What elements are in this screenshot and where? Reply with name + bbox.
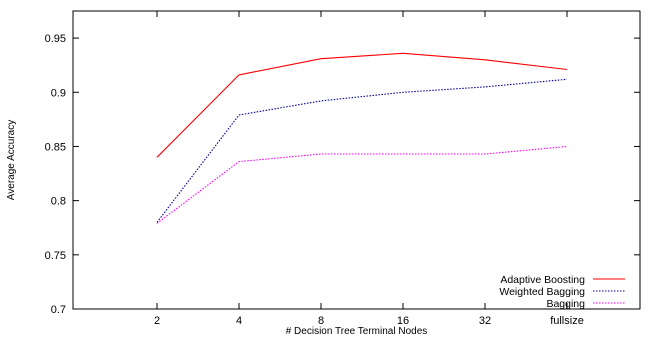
legend-label: Adaptive Boosting: [500, 274, 585, 286]
legend-label: Weighted Bagging: [499, 286, 585, 298]
y-tick-label: 0.75: [45, 250, 66, 262]
x-tick-label: fullsize: [550, 315, 584, 327]
series-group: [156, 52, 568, 224]
series-line-adaptive-boosting: [156, 52, 568, 158]
y-axis: 0.7 0.75 0.8 0.85 0.9 0.95: [45, 33, 640, 316]
x-axis: 2 4 8 16 32 fullsize: [154, 11, 584, 327]
x-tick-label: 8: [318, 315, 324, 327]
y-axis-label: Average Accuracy: [6, 120, 17, 200]
x-tick-label: 4: [236, 315, 242, 327]
y-tick-label: 0.7: [51, 304, 66, 316]
y-tick-label: 0.8: [51, 196, 66, 208]
plot-frame: [72, 10, 641, 310]
x-axis-label: # Decision Tree Terminal Nodes: [286, 326, 428, 337]
legend-label: Bagging: [546, 298, 585, 310]
x-tick-label: 16: [397, 315, 409, 327]
x-tick-label: 32: [479, 315, 491, 327]
y-tick-label: 0.9: [51, 87, 66, 99]
x-tick-label: 2: [154, 315, 160, 327]
y-tick-label: 0.95: [45, 33, 66, 45]
y-tick-label: 0.85: [45, 141, 66, 153]
series-line-bagging: [156, 145, 568, 224]
plot-border: [72, 10, 641, 310]
series-line-weighted-bagging: [156, 78, 568, 223]
